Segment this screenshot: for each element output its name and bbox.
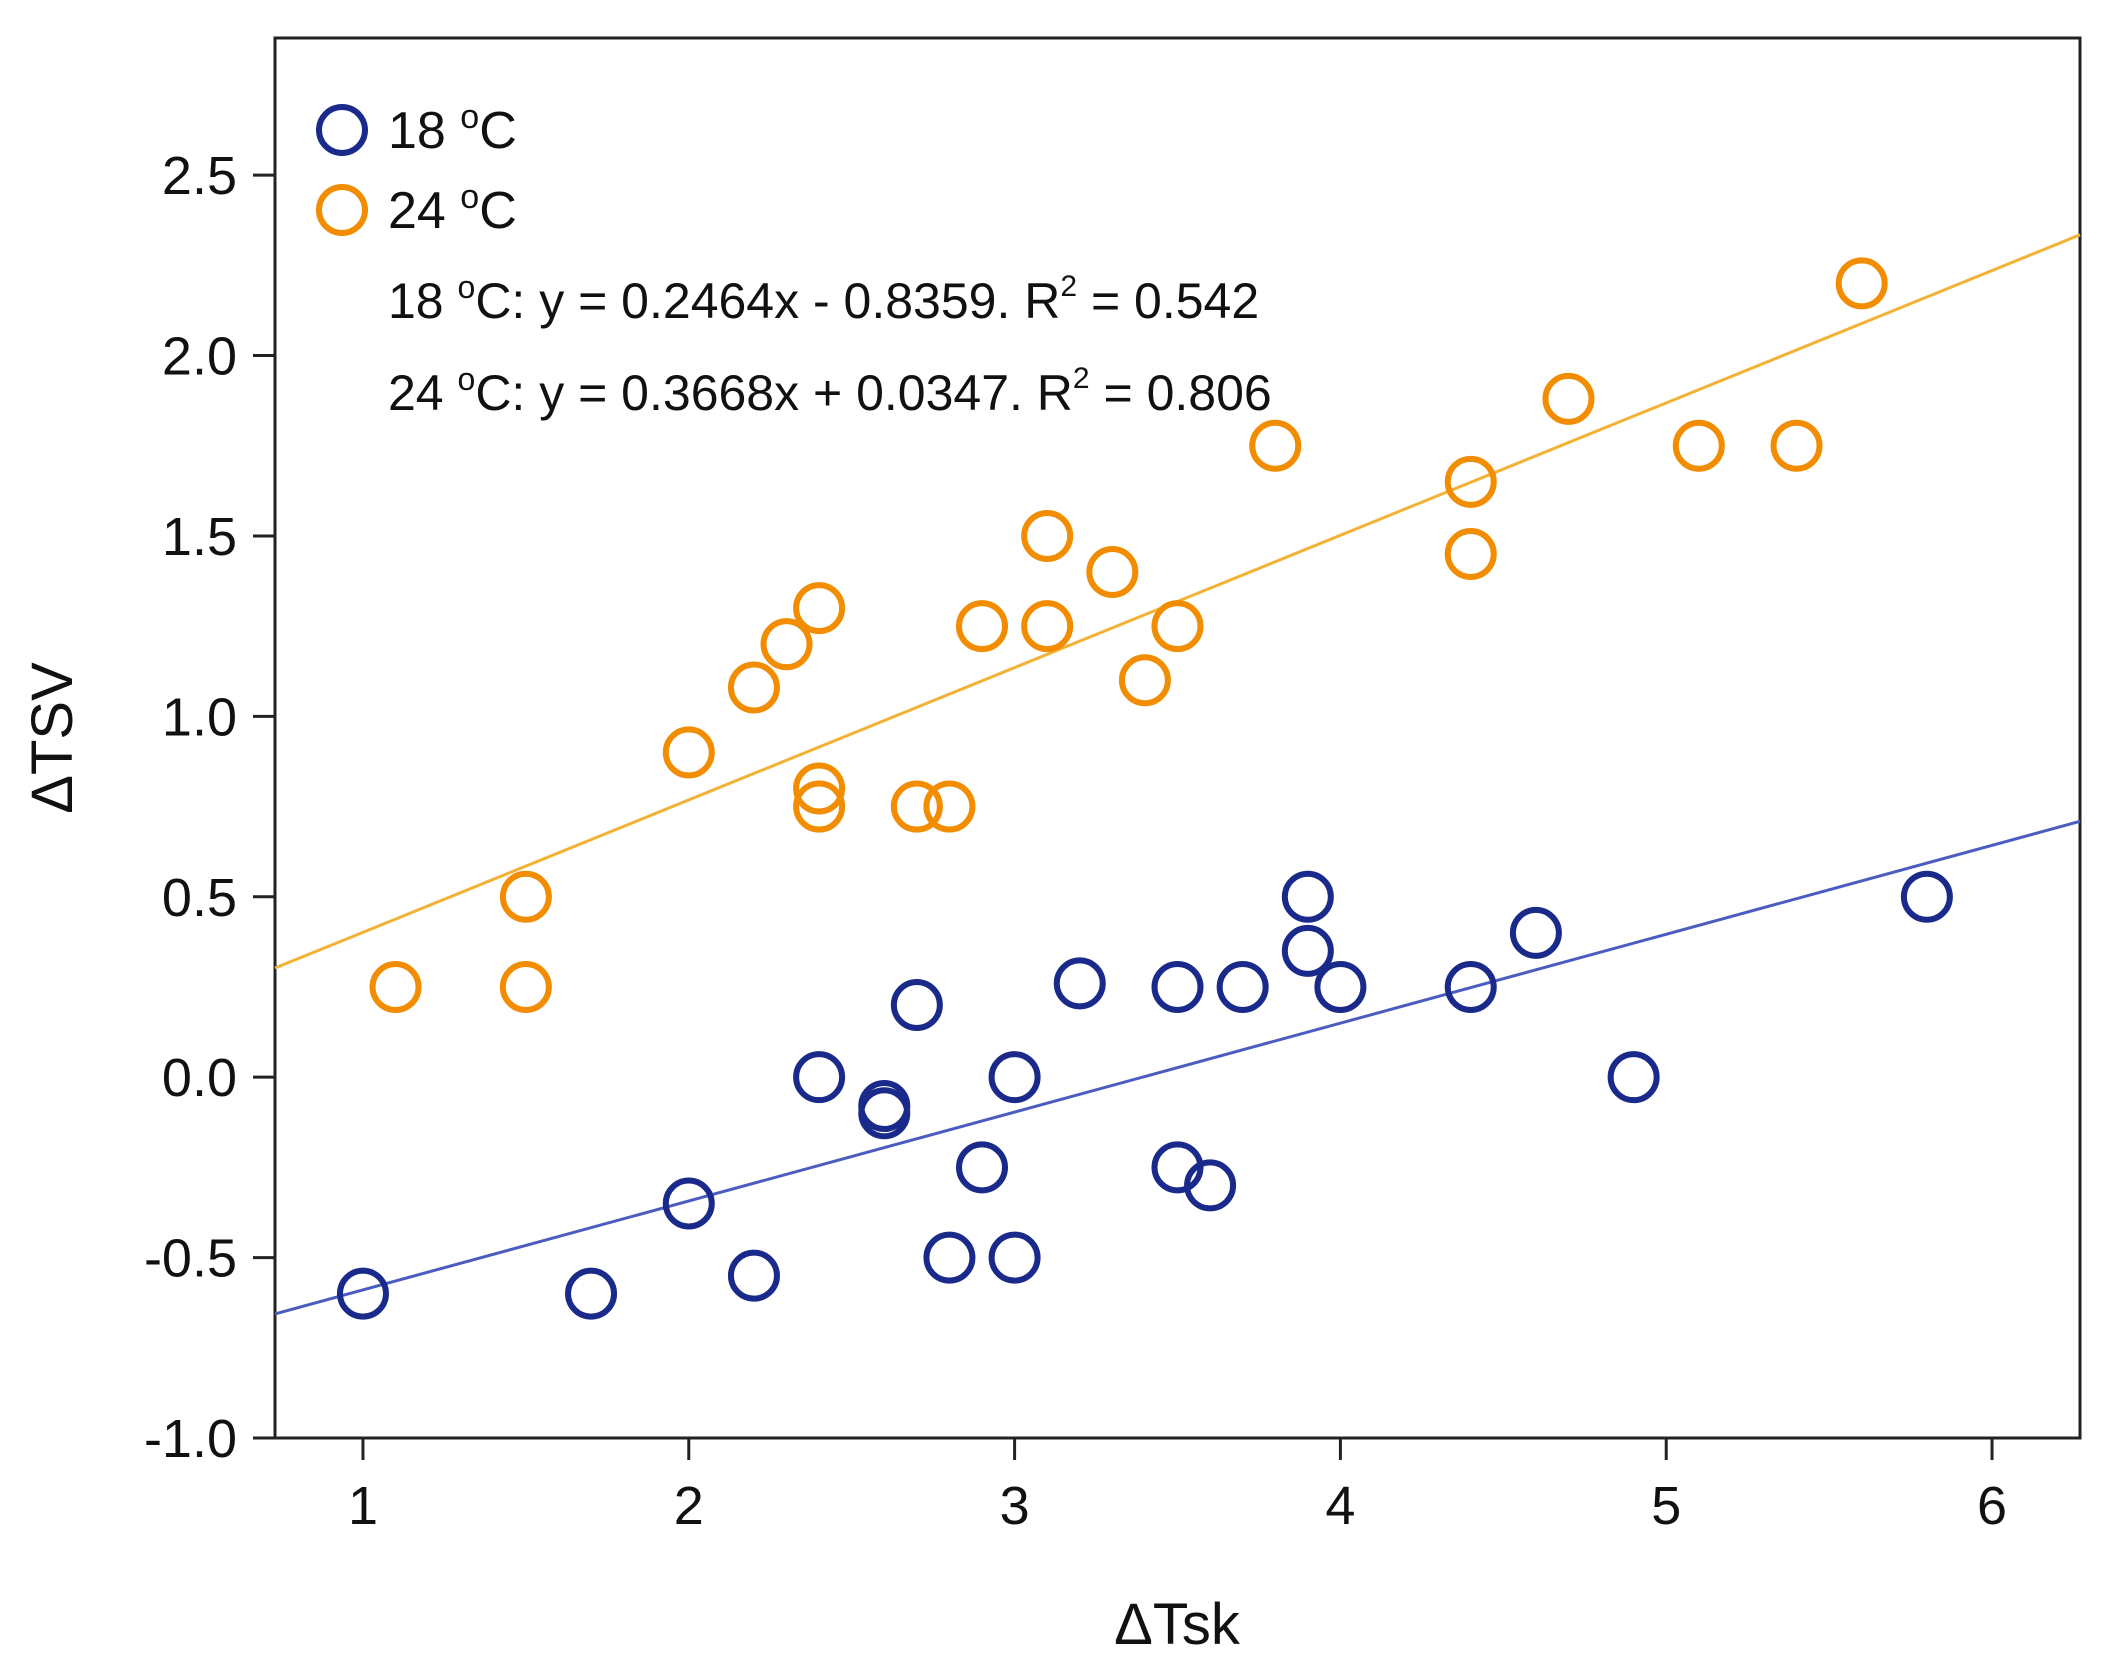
data-point-24c <box>1118 654 1171 707</box>
data-point-24c <box>890 780 943 833</box>
legend-label-18c: 18 oC <box>388 98 517 160</box>
data-point-24c <box>1151 600 1204 653</box>
data-point-18c <box>793 1051 846 1104</box>
x-axis-title: ΔTsk <box>1114 1592 1241 1657</box>
data-point-24c <box>793 582 846 635</box>
regression-equation-24c: 24 oC: y = 0.3668x + 0.0347. R2 = 0.806 <box>388 361 1272 421</box>
data-point-24c <box>1770 419 1823 472</box>
data-point-18c <box>1444 960 1497 1013</box>
y-tick-label: 2.5 <box>162 146 237 206</box>
data-point-24c <box>1021 509 1074 562</box>
data-point-24c <box>499 960 552 1013</box>
y-axis: -1.0 -0.5 0.0 0.5 1.0 1.5 2.0 2.5 <box>144 146 275 1469</box>
data-point-18c <box>1151 960 1204 1013</box>
plot-frame <box>273 36 2082 1440</box>
regression-equation-18c: 18 oC: y = 0.2464x - 0.8359. R2 = 0.542 <box>388 269 1259 329</box>
data-point-18c <box>1900 870 1953 923</box>
data-point-18c <box>1607 1051 1660 1104</box>
data-point-24c <box>1672 419 1725 472</box>
y-axis-title: ΔTSV <box>20 662 85 814</box>
data-point-18c <box>1216 960 1269 1013</box>
data-point-18c <box>662 1177 715 1230</box>
legend: 18 oC 24 oC <box>316 98 517 240</box>
y-tick-label: 0.0 <box>162 1048 237 1108</box>
data-point-18c <box>1281 924 1334 977</box>
data-point-24c <box>1444 455 1497 508</box>
y-tick-label: -0.5 <box>144 1229 237 1289</box>
data-point-18c <box>336 1267 389 1320</box>
data-point-18c <box>727 1249 780 1302</box>
data-point-24c <box>760 618 813 671</box>
y-tick-label: 1.5 <box>162 507 237 567</box>
data-point-18c <box>565 1267 618 1320</box>
data-point-18c <box>988 1051 1041 1104</box>
data-point-24c <box>956 600 1009 653</box>
data-point-24c <box>1249 419 1302 472</box>
data-point-24c <box>793 762 846 815</box>
data-point-18c <box>956 1141 1009 1194</box>
regression-line-18c <box>274 819 2081 1316</box>
x-tick-label: 4 <box>1325 1476 1355 1536</box>
legend-label-24c: 24 oC <box>388 178 517 240</box>
x-tick-label: 1 <box>348 1476 378 1536</box>
data-point-18c <box>890 979 943 1032</box>
data-point-18c <box>858 1087 911 1140</box>
x-tick-label: 3 <box>1000 1476 1030 1536</box>
data-point-24c <box>923 780 976 833</box>
data-point-24c <box>1444 527 1497 580</box>
data-point-24c <box>727 661 780 714</box>
data-points <box>336 257 1953 1320</box>
data-point-18c <box>1053 957 1106 1010</box>
data-point-18c <box>988 1231 1041 1284</box>
x-axis: 1 2 3 4 5 6 <box>348 1438 2007 1536</box>
data-point-18c <box>923 1231 976 1284</box>
data-point-24c <box>499 870 552 923</box>
y-tick-label: 1.0 <box>162 687 237 747</box>
x-tick-label: 2 <box>674 1476 704 1536</box>
y-tick-label: 0.5 <box>162 868 237 928</box>
data-point-18c <box>1314 960 1367 1013</box>
data-point-24c <box>1835 257 1888 310</box>
legend-marker-24c <box>316 184 368 236</box>
data-point-18c <box>1281 870 1334 923</box>
data-point-24c <box>369 960 422 1013</box>
y-tick-label: 2.0 <box>162 327 237 387</box>
data-point-18c <box>1509 906 1562 959</box>
y-tick-label: -1.0 <box>144 1409 237 1469</box>
data-point-24c <box>1086 546 1139 599</box>
x-tick-label: 5 <box>1651 1476 1681 1536</box>
data-point-24c <box>1542 372 1595 425</box>
data-point-18c <box>1184 1159 1237 1212</box>
x-tick-label: 6 <box>1977 1476 2007 1536</box>
data-point-24c <box>662 726 715 779</box>
legend-marker-18c <box>316 104 368 156</box>
data-point-24c <box>793 780 846 833</box>
data-point-24c <box>1021 600 1074 653</box>
